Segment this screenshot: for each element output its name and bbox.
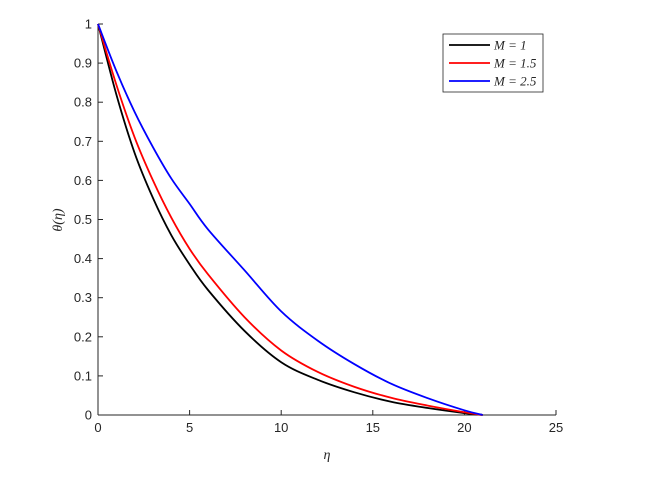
y-tick-label: 0.1 xyxy=(74,368,92,383)
x-tick-label: 15 xyxy=(366,420,380,435)
series-line-1 xyxy=(97,23,483,416)
y-tick-label: 0 xyxy=(85,408,92,423)
y-tick-label: 0.5 xyxy=(74,212,92,227)
x-tick-label: 20 xyxy=(457,420,471,435)
y-tick-label: 1 xyxy=(85,17,92,32)
x-tick-label: 10 xyxy=(274,420,288,435)
y-tick-label: 0.7 xyxy=(74,134,92,149)
y-axis-label: θ(η) xyxy=(51,208,66,231)
series-line-0 xyxy=(97,23,483,416)
legend-label: M = 1 xyxy=(493,38,527,53)
y-tick-label: 0.8 xyxy=(74,95,92,110)
x-tick-label: 5 xyxy=(186,420,193,435)
legend-label: M = 2.5 xyxy=(493,74,537,89)
x-axis-label: η xyxy=(324,448,331,463)
y-tick-label: 0.9 xyxy=(74,56,92,71)
y-tick-label: 0.2 xyxy=(74,329,92,344)
y-tick-label: 0.4 xyxy=(74,251,92,266)
legend-label: M = 1.5 xyxy=(493,56,537,71)
series-line-2 xyxy=(97,23,483,416)
y-tick-label: 0.3 xyxy=(74,290,92,305)
y-tick-label: 0.6 xyxy=(74,173,92,188)
x-tick-label: 25 xyxy=(549,420,563,435)
x-tick-label: 0 xyxy=(94,420,101,435)
legend: M = 1 M = 1.5 M = 2.5 xyxy=(442,33,544,93)
